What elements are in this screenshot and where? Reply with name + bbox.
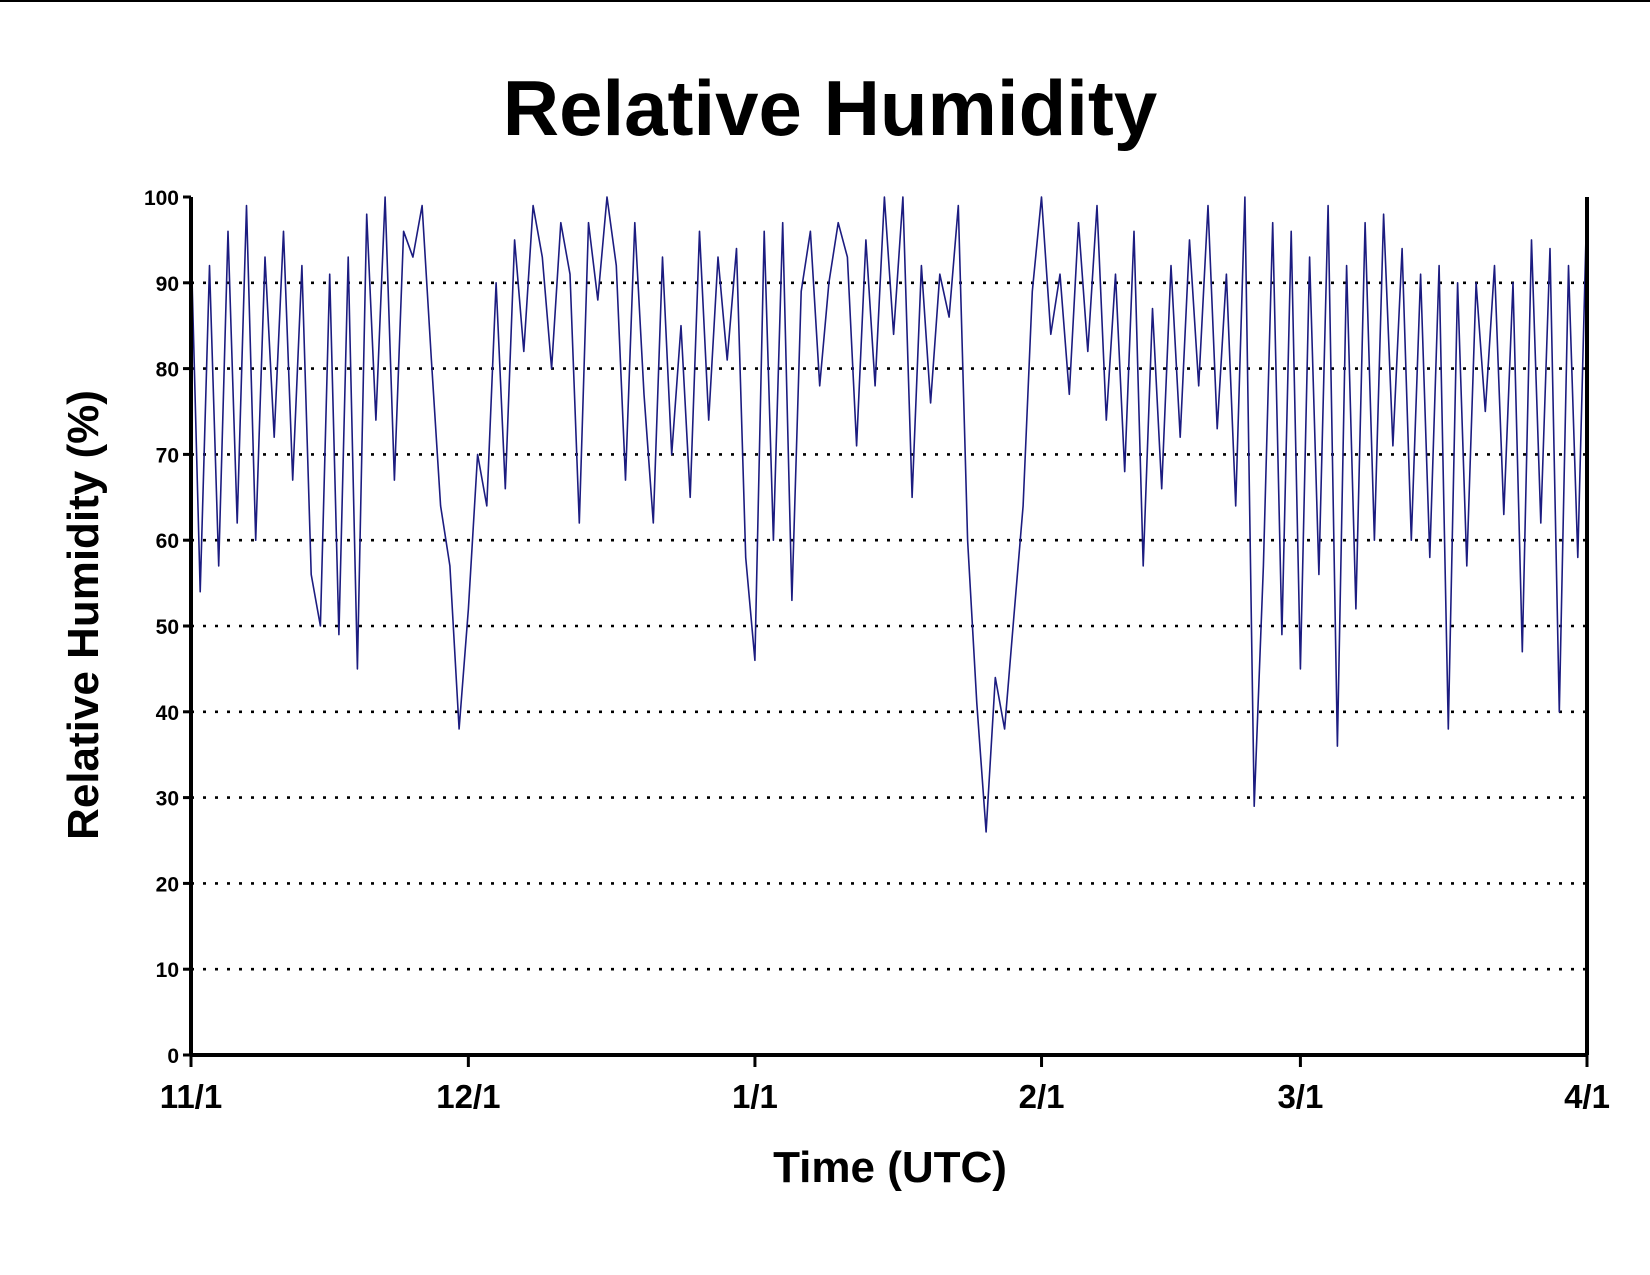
y-tick-label: 50 [156, 616, 179, 639]
y-tick-label: 40 [156, 702, 179, 725]
y-tick-label: 70 [156, 444, 179, 467]
y-tick-label: 30 [156, 788, 179, 811]
top-border [0, 0, 1650, 2]
y-tick-label: 90 [156, 273, 179, 296]
x-tick-label: 1/1 [732, 1078, 778, 1115]
y-tick-label: 0 [167, 1045, 179, 1068]
y-tick-label: 10 [156, 959, 179, 982]
x-tick-label: 11/1 [160, 1078, 222, 1115]
x-ticks: 11/1 12/1 1/1 2/1 3/1 4/1 [160, 1055, 1610, 1115]
y-tick-label: 80 [156, 359, 179, 382]
y-tick-label: 100 [144, 187, 179, 210]
x-axis-title: Time (UTC) [773, 1143, 1007, 1192]
series-layer [190, 196, 1588, 833]
x-tick-label: 2/1 [1019, 1078, 1065, 1115]
y-tick-label: 20 [156, 873, 179, 896]
gridlines [191, 281, 1587, 971]
y-axis-title: Relative Humidity (%) [59, 390, 108, 840]
chart-title: Relative Humidity [503, 64, 1158, 152]
y-ticks: 0 10 20 30 40 50 60 70 80 90 100 [144, 187, 191, 1068]
x-tick-label: 3/1 [1277, 1078, 1323, 1115]
x-tick-label: 4/1 [1564, 1078, 1610, 1115]
series-line-0 [190, 196, 1588, 833]
y-tick-label: 60 [156, 530, 179, 553]
x-tick-label: 12/1 [436, 1078, 500, 1115]
